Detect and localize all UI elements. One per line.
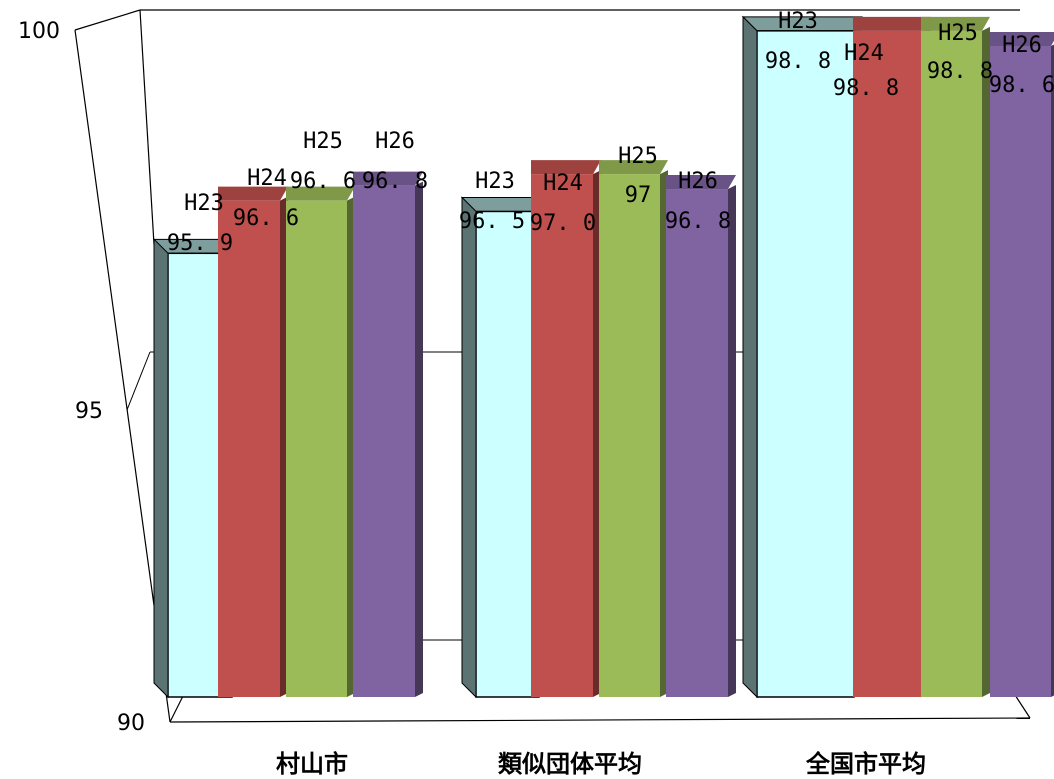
data-label-value: 96. 5 (459, 209, 525, 234)
bar-H26-1 (666, 175, 736, 698)
chart-bars (152, 15, 1054, 699)
side-wall-top (74, 9, 141, 31)
bar-H24-2 (853, 16, 931, 697)
data-label-value: 96. 6 (233, 206, 299, 231)
bar-H26-2 (990, 31, 1054, 698)
data-label-value: 98. 8 (833, 76, 899, 101)
y-tick-label: 90 (117, 711, 145, 736)
data-label-value: 98. 6 (989, 73, 1054, 98)
data-label-series: H23 (475, 169, 515, 194)
data-label-value: 98. 8 (927, 59, 993, 84)
bar-H25-2 (921, 16, 990, 697)
gridline-95-side (126, 351, 151, 411)
data-label-series: H24 (543, 171, 583, 196)
data-label-series: H26 (1002, 33, 1042, 58)
data-label-series: H25 (618, 144, 658, 169)
data-label-value: 98. 8 (765, 49, 831, 74)
data-label-series: H26 (375, 129, 415, 154)
data-label-value: 97. 0 (530, 211, 596, 236)
x-category-label: 村山市 (276, 750, 348, 778)
x-category-label: 全国市平均 (805, 750, 926, 778)
chart-axes: 90 95 100 村山市 類似団体平均 全国市平均 (18, 19, 926, 778)
data-label-value: 97 (625, 183, 652, 208)
data-label-series: H24 (247, 166, 287, 191)
floor-front-edge (169, 717, 1031, 723)
data-label-series: H25 (303, 129, 343, 154)
data-label-value: 95. 9 (167, 231, 233, 256)
y-tick-label: 95 (75, 399, 103, 424)
y-tick-label: 100 (18, 19, 60, 44)
bar-H23-2 (741, 15, 863, 699)
data-label-series: H25 (938, 21, 978, 46)
data-label-series: H26 (678, 169, 718, 194)
bar-H26-0 (353, 171, 423, 697)
data-label-series: H23 (778, 9, 818, 34)
x-category-label: 類似団体平均 (498, 750, 642, 778)
data-label-value: 96. 8 (665, 209, 731, 234)
bar-H25-1 (599, 160, 668, 698)
bar-H25-0 (286, 186, 355, 697)
bar-H24-1 (531, 160, 601, 698)
data-label-series: H23 (184, 191, 224, 216)
bar-H24-0 (218, 186, 288, 697)
data-label-value: 96. 6 (290, 169, 356, 194)
data-label-value: 96. 8 (362, 169, 428, 194)
data-label-series: H24 (844, 41, 884, 66)
